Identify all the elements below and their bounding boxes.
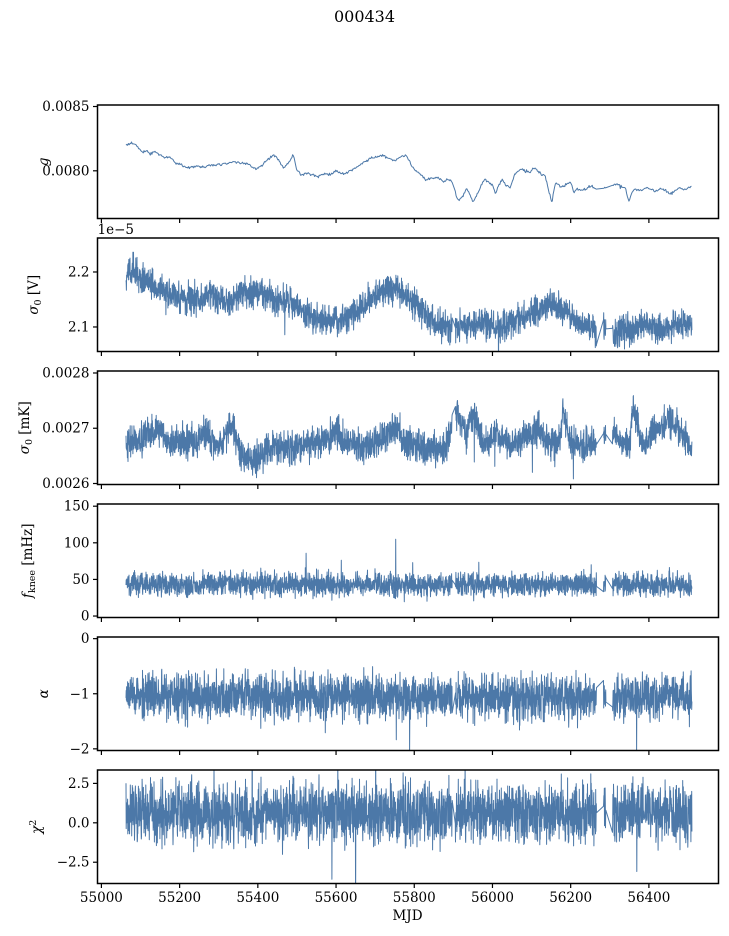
- y-tick-label-chi2: 0.0: [68, 815, 89, 831]
- x-tick-label: 55600: [315, 890, 358, 906]
- x-tick-label: 56400: [627, 890, 670, 906]
- y-axis-label-sigma0-mK: σ0 [mK]: [17, 401, 35, 454]
- axes-frame-sigma0-V: [96, 237, 720, 353]
- y-tick-label-alpha: 0: [81, 631, 90, 647]
- y-tick-label-sigma0-V: 2.1: [68, 319, 89, 335]
- y-tick-label-g: 0.0085: [42, 99, 89, 115]
- axes-frame-fknee: [96, 503, 720, 619]
- y-tick-label-fknee: 50: [72, 572, 89, 588]
- x-tick-label: 56000: [471, 890, 514, 906]
- figure-title: 000434: [333, 7, 396, 26]
- series-line-fknee: [125, 538, 693, 603]
- panel-sigma0-mK: 0.0028 0.0027 0.0026 σ0 [mK]: [17, 365, 720, 492]
- panel-chi2: 2.5 0.0 −2.5 χ2 55000 55200 55400 55600 55800 560…: [28, 769, 720, 906]
- y-axis-label-chi2: χ2: [28, 820, 45, 835]
- axes-frame-chi2: [96, 769, 720, 885]
- axes-frame-sigma0-mK: [96, 370, 720, 486]
- panel-fknee: 150 100 50 0 fknee [mHz]: [20, 499, 720, 625]
- y-tick-label-chi2: 2.5: [68, 776, 89, 792]
- y-axis-label-alpha: α: [36, 689, 52, 698]
- y-tick-label-fknee: 0: [81, 609, 90, 625]
- panel-alpha: 0 −1 −2 α: [36, 631, 720, 757]
- y-tick-label-alpha: −1: [70, 686, 90, 702]
- y-axis-label-sigma0-V: σ0 [V]: [26, 275, 44, 315]
- y-tick-label-chi2: −2.5: [57, 855, 90, 871]
- series-line-chi2: [125, 770, 693, 884]
- y-tick-label-sigma0-V: 2.2: [68, 264, 89, 280]
- y-tick-label-sigma0-mK: 0.0026: [42, 476, 89, 492]
- x-tick-label: 56200: [549, 890, 592, 906]
- series-line-sigma0-mK: [125, 395, 693, 480]
- series-line-sigma0-V: [125, 251, 693, 352]
- axes-frame-g: [96, 104, 720, 220]
- y-offset-text-sigma0-V: 1e−5: [98, 222, 134, 238]
- y-axis-label-fknee: fknee [mHz]: [20, 523, 38, 599]
- x-tick-label: 55800: [393, 890, 436, 906]
- y-tick-label-sigma0-mK: 0.0027: [42, 421, 89, 437]
- y-tick-label-g: 0.0080: [42, 163, 89, 179]
- x-tick-label: 55000: [80, 890, 123, 906]
- panel-sigma0-V: 2.2 2.1 σ0 [V] 1e−5: [26, 222, 720, 356]
- y-tick-label-fknee: 100: [64, 535, 90, 551]
- series-line-alpha: [125, 666, 693, 751]
- y-axis-label-g: g: [36, 157, 52, 166]
- x-tick-label: 55400: [236, 890, 279, 906]
- y-tick-label-sigma0-mK: 0.0028: [42, 365, 89, 381]
- y-tick-label-fknee: 150: [64, 499, 90, 515]
- x-axis-label: MJD: [392, 908, 423, 924]
- x-tick-label: 55200: [158, 890, 201, 906]
- y-tick-label-alpha: −2: [70, 741, 90, 757]
- series-line-g: [125, 141, 692, 202]
